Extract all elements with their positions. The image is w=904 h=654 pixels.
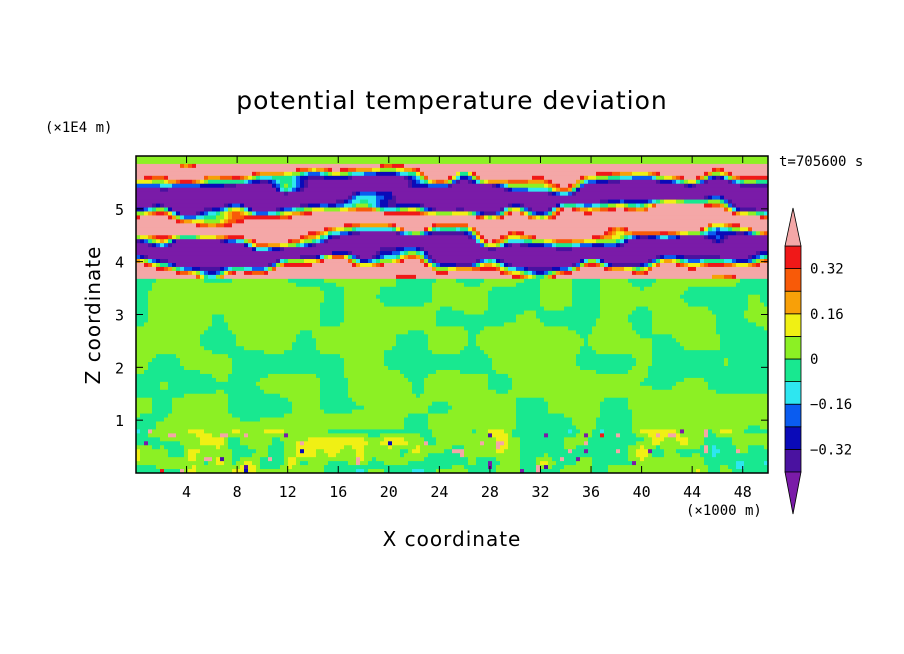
colorbar-band [784, 403, 802, 428]
colorbar-band [784, 268, 802, 292]
x-tick-label: 32 [531, 483, 549, 501]
chart-title: potential temperature deviation [236, 86, 668, 115]
y-tick-label: 5 [115, 201, 124, 219]
x-tick-label: 28 [481, 483, 499, 501]
colorbar-label: 0 [810, 352, 818, 368]
x-axis: 4 8 12 16 20 24 28 32 36 40 44 48 [182, 156, 752, 501]
colorbar-band [784, 448, 802, 473]
x-axis-label: X coordinate [382, 527, 522, 551]
colorbar-band [784, 245, 802, 270]
x-tick-label: 4 [182, 483, 191, 501]
x-axis-unit: (×1000 m) [686, 503, 762, 519]
x-tick-label: 8 [233, 483, 242, 501]
colorbar-band [784, 358, 802, 383]
time-label: t=705600 s [779, 154, 864, 170]
x-tick-label: 44 [683, 483, 701, 501]
y-axis-unit: (×1E4 m) [45, 120, 113, 136]
x-tick-label: 24 [430, 483, 448, 501]
colorbar-label: 0.16 [810, 307, 844, 323]
x-tick-label: 16 [329, 483, 347, 501]
y-tick-label: 3 [115, 307, 124, 325]
y-tick-label: 4 [115, 254, 124, 272]
colorbar-band [784, 313, 802, 337]
x-tick-label: 48 [734, 483, 752, 501]
x-tick-label: 12 [279, 483, 297, 501]
y-axis: 1 2 3 4 5 [115, 201, 768, 430]
y-tick-label: 2 [115, 359, 124, 377]
colorbar: 0.32 0.16 0 −0.16 −0.32 [784, 207, 852, 515]
colorbar-under-arrow [784, 471, 802, 515]
heatmap-field [136, 156, 768, 473]
colorbar-label: 0.32 [810, 262, 844, 278]
colorbar-label: −0.16 [810, 397, 852, 413]
colorbar-label: −0.32 [810, 442, 852, 458]
x-tick-label: 20 [380, 483, 398, 501]
x-tick-label: 40 [633, 483, 651, 501]
colorbar-band [784, 426, 802, 450]
x-tick-label: 36 [582, 483, 600, 501]
y-tick-label: 1 [115, 412, 124, 430]
colorbar-over-arrow [784, 207, 802, 247]
colorbar-band [784, 381, 802, 405]
colorbar-band [784, 290, 802, 315]
colorbar-band [784, 335, 802, 360]
